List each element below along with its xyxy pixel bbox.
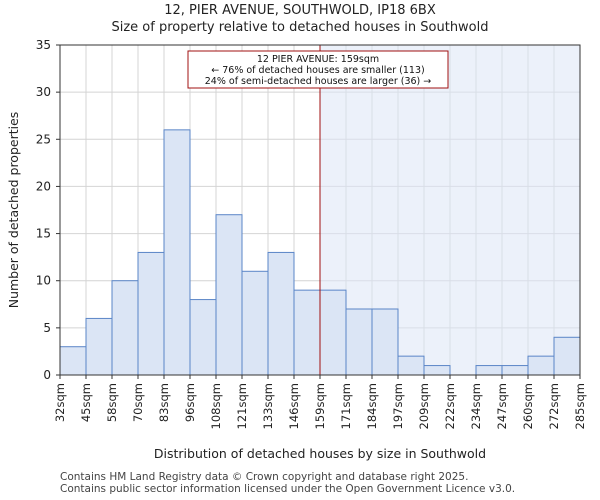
axes-layer: 0 5 10 15 20 25 30 35 32sqm 45sqm 58sqm 70sqm 83sqm 9… [36,38,587,429]
x-tick-label: 133sqm [261,383,275,429]
x-tick-label: 285sqm [573,383,587,429]
histogram-bar [241,270,269,376]
x-tick-label: 184sqm [365,383,379,429]
x-tick-label: 45sqm [79,383,93,422]
x-tick-label: 58sqm [105,383,119,422]
y-tick-label: 10 [36,274,51,288]
y-tick-label: 35 [36,38,51,52]
x-tick-label: 272sqm [547,383,561,429]
histogram-bar [553,336,581,376]
x-tick-label: 260sqm [521,383,535,429]
histogram-bar [397,355,425,376]
histogram-bar [527,355,555,376]
y-tick-label: 30 [36,85,51,99]
histogram-bar [267,251,295,376]
x-tick-label: 222sqm [443,383,457,429]
histogram-bar [111,280,139,376]
y-tick-label: 20 [36,179,51,193]
histogram-bar [215,214,243,376]
histogram-bar [163,129,191,376]
histogram-bar [423,365,451,376]
x-tick-label: 159sqm [313,383,327,429]
bars-layer [59,129,581,376]
x-tick-label: 197sqm [391,383,405,429]
annotation-border [187,50,449,89]
histogram-bar [371,308,399,376]
x-tick-label: 70sqm [131,383,145,422]
x-tick-label: 234sqm [469,383,483,429]
x-tick-label: 32sqm [53,383,67,422]
x-tick-label: 209sqm [417,383,431,429]
histogram-bar [293,289,321,376]
x-tick-label: 121sqm [235,383,249,429]
y-tick-label: 25 [36,132,51,146]
histogram-bar [319,289,347,376]
y-tick-label: 15 [36,227,51,241]
x-tick-label: 171sqm [339,383,353,429]
histogram-bar [137,251,165,376]
histogram-bar [345,308,373,376]
x-tick-label: 247sqm [495,383,509,429]
chart-subtitle: Size of property relative to detached ho… [111,20,489,35]
histogram-bar [475,365,503,376]
chart-title: 12, PIER AVENUE, SOUTHWOLD, IP18 6BX [164,3,436,18]
x-tick-label: 96sqm [183,383,197,422]
annotation-line-1: 12 PIER AVENUE: 159sqm [257,54,379,65]
histogram-bar [59,346,87,376]
annotation-line-2: ← 76% of detached houses are smaller (11… [211,65,424,76]
histogram-bar [85,317,113,376]
footer-line-1: Contains HM Land Registry data © Crown c… [60,471,469,483]
footer-line-2: Contains public sector information licen… [60,483,516,495]
y-tick-label: 0 [43,368,51,382]
annotation-box: 12 PIER AVENUE: 159sqm ← 76% of detached… [187,50,449,89]
x-tick-label: 83sqm [157,383,171,422]
y-tick-label: 5 [43,321,51,335]
x-axis-label: Distribution of detached houses by size … [154,446,486,461]
histogram-bar [189,299,217,376]
y-axis-label: Number of detached properties [6,112,21,309]
annotation-line-3: 24% of semi-detached houses are larger (… [205,76,432,87]
x-tick-label: 108sqm [209,383,223,429]
x-tick-label: 146sqm [287,383,301,429]
histogram-bar [501,365,529,376]
